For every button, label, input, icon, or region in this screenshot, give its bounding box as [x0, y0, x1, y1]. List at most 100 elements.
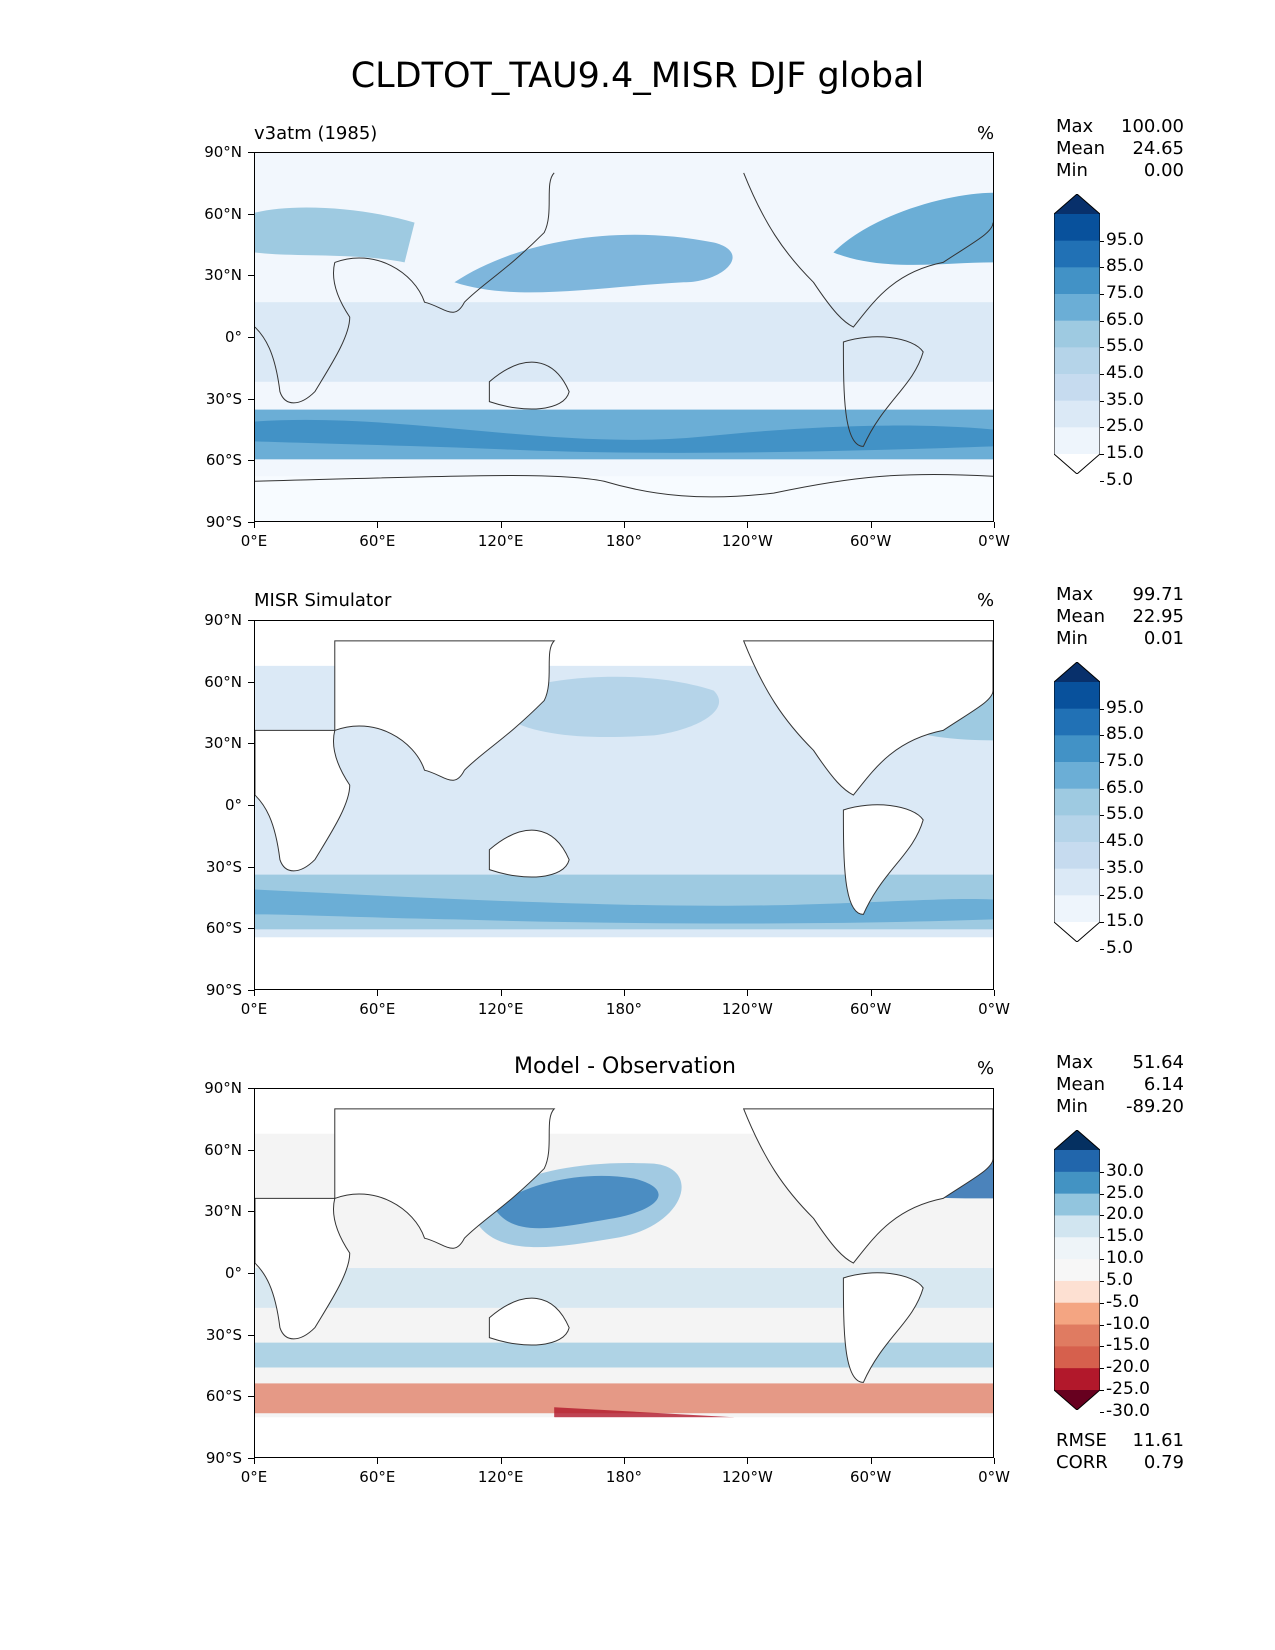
colorbar-tick-label: 10.0: [1106, 1248, 1144, 1269]
lon-tick-mark: [747, 1458, 749, 1464]
lon-tick-mark: [624, 522, 625, 528]
colorbar-tick-mark: [1100, 1193, 1104, 1195]
colorbar-segment: [1054, 267, 1100, 295]
lon-tick-label: 120°W: [721, 1468, 773, 1486]
south-america-land: [842, 1272, 924, 1383]
lon-tick-mark: [870, 1458, 872, 1464]
metric-row: RMSE 11.61: [1056, 1430, 1184, 1452]
figure-title: CLDTOT_TAU9.4_MISR DJF global: [350, 56, 925, 96]
lon-tick-label: 120°W: [721, 532, 773, 550]
colorbar-tick-mark: [1100, 400, 1104, 402]
lat-tick-label: 30°N: [204, 1202, 242, 1221]
africa-coast: [255, 262, 351, 404]
colorbar-segment: [1054, 1259, 1100, 1282]
colorbar-tick-mark: [1100, 1215, 1104, 1217]
lon-tick-mark: [500, 990, 502, 996]
colorbar: [1054, 194, 1100, 474]
lat-tick-label: 60°S: [205, 451, 242, 470]
eurasia-land: [334, 1108, 556, 1249]
colorbar-tick-label: -25.0: [1106, 1379, 1150, 1399]
colorbar-bottom-extension: [1054, 1390, 1100, 1410]
lat-tick-mark: [248, 681, 254, 683]
australia-land: [488, 1297, 570, 1346]
lat-tick-mark: [248, 152, 254, 153]
lon-tick-mark: [254, 990, 255, 996]
lat-tick-label: 30°N: [204, 734, 242, 753]
colorbar-tick-mark: [1100, 294, 1104, 295]
lon-tick-label: 0°W: [978, 1000, 1010, 1018]
lon-tick-label: 180°: [605, 1000, 643, 1018]
colorbar-segment: [1054, 1171, 1100, 1195]
stat-label: Min: [1056, 160, 1088, 181]
lon-tick-label: 60°E: [359, 532, 396, 550]
lat-tick-mark: [248, 398, 254, 400]
colorbar-tick-mark: [1100, 374, 1104, 375]
colorbar-tick-label: 20.0: [1106, 1204, 1144, 1225]
lat-tick-mark: [248, 1458, 254, 1459]
lon-tick-label: 60°W: [849, 532, 892, 550]
continents: [255, 1108, 993, 1383]
colorbar-segment: [1054, 320, 1100, 348]
colorbar-segment: [1054, 400, 1100, 428]
lat-tick-mark: [248, 866, 254, 868]
colorbar-segment: [1054, 240, 1100, 268]
colorbar-tick-mark: [1100, 347, 1104, 349]
colorbar-segment: [1054, 294, 1100, 322]
colorbar-segment: [1054, 1368, 1100, 1391]
lon-tick-mark: [870, 522, 872, 528]
colorbar: [1054, 662, 1100, 942]
metric-label: CORR: [1056, 1452, 1108, 1473]
lat-tick-mark: [248, 743, 254, 745]
colorbar-segment: [1054, 815, 1100, 843]
colorbar-segment: [1054, 1324, 1100, 1347]
africa-land: [255, 729, 351, 872]
colorbar-segment: [1054, 842, 1100, 870]
colorbar-tick-label: 15.0: [1106, 443, 1144, 463]
lon-tick-label: 120°W: [721, 1000, 773, 1018]
colorbar-tick-label: -15.0: [1106, 1335, 1150, 1356]
map-panel-2: [254, 620, 994, 990]
lon-tick-mark: [994, 1458, 995, 1464]
lat-tick-label: 90°N: [204, 1079, 242, 1097]
lat-tick-mark: [248, 1273, 254, 1274]
lon-tick-mark: [500, 522, 502, 528]
colorbar-tick-label: 15.0: [1106, 1226, 1144, 1247]
lon-tick-label: 0°E: [240, 1468, 268, 1486]
colorbar-tick-label: -10.0: [1106, 1313, 1150, 1334]
lat-tick-label: 90°N: [204, 611, 242, 629]
stat-row: Min -89.20: [1056, 1096, 1184, 1118]
difference-field: [255, 1089, 993, 1457]
colorbar-tick-mark: [1100, 267, 1104, 269]
stat-value: 22.95: [1132, 606, 1184, 627]
colorbar-tick-mark: [1100, 762, 1104, 763]
colorbar-tick-mark: [1100, 868, 1104, 870]
lat-tick-mark: [248, 1334, 254, 1336]
lon-tick-label: 120°E: [477, 1000, 524, 1018]
cloud-field-model: [255, 153, 993, 521]
lon-tick-label: 60°E: [359, 1468, 396, 1486]
antarctic-edge: [255, 476, 993, 521]
stats-block: Max 100.00 Mean 24.65 Min 0.00: [1056, 116, 1184, 182]
colorbar-segment: [1054, 1150, 1100, 1173]
metric-label: RMSE: [1056, 1430, 1107, 1451]
stats-block: Max 99.71 Mean 22.95 Min 0.01: [1056, 584, 1184, 650]
colorbar-tick-mark: [1100, 948, 1104, 950]
tropical-band: [255, 302, 993, 382]
lon-tick-mark: [870, 990, 872, 996]
colorbar-tick-mark: [1100, 788, 1104, 790]
colorbar-tick-label: 25.0: [1106, 1182, 1144, 1203]
colorbar-tick-label: 25.0: [1106, 416, 1144, 437]
lat-tick-label: 90°S: [205, 513, 242, 531]
colorbar-tick-label: 95.0: [1106, 229, 1144, 250]
colorbar-tick-mark: [1100, 842, 1104, 843]
colorbar-tick-mark: [1100, 1171, 1104, 1173]
panel-2-units: %: [977, 590, 995, 611]
lon-tick-mark: [624, 1458, 625, 1464]
colorbar-tick-mark: [1100, 1280, 1104, 1282]
lat-tick-mark: [248, 1396, 254, 1398]
lat-tick-mark: [248, 1211, 254, 1213]
colorbar-bottom-extension: [1054, 454, 1100, 474]
stat-label: Mean: [1056, 1074, 1106, 1095]
lat-tick-label: 60°S: [205, 919, 242, 938]
australia-coast: [488, 361, 570, 410]
